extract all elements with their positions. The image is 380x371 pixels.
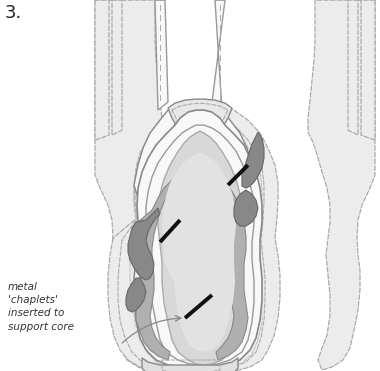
Text: 3.: 3. <box>5 4 22 22</box>
Polygon shape <box>212 105 256 243</box>
Polygon shape <box>134 110 262 368</box>
Polygon shape <box>361 0 375 140</box>
Polygon shape <box>234 190 258 226</box>
Polygon shape <box>112 0 122 135</box>
Polygon shape <box>108 103 280 371</box>
Polygon shape <box>155 0 168 110</box>
Polygon shape <box>136 171 248 360</box>
Polygon shape <box>308 0 375 370</box>
Polygon shape <box>95 0 162 370</box>
Polygon shape <box>95 0 109 140</box>
Polygon shape <box>134 105 178 243</box>
Polygon shape <box>142 358 238 371</box>
Polygon shape <box>242 132 264 188</box>
Polygon shape <box>128 208 160 280</box>
Polygon shape <box>158 131 242 365</box>
Polygon shape <box>212 0 225 110</box>
Polygon shape <box>348 0 358 135</box>
Polygon shape <box>168 99 232 185</box>
Text: metal
'chaplets'
inserted to
support core: metal 'chaplets' inserted to support cor… <box>8 282 74 332</box>
Polygon shape <box>126 278 146 312</box>
Polygon shape <box>162 153 236 352</box>
